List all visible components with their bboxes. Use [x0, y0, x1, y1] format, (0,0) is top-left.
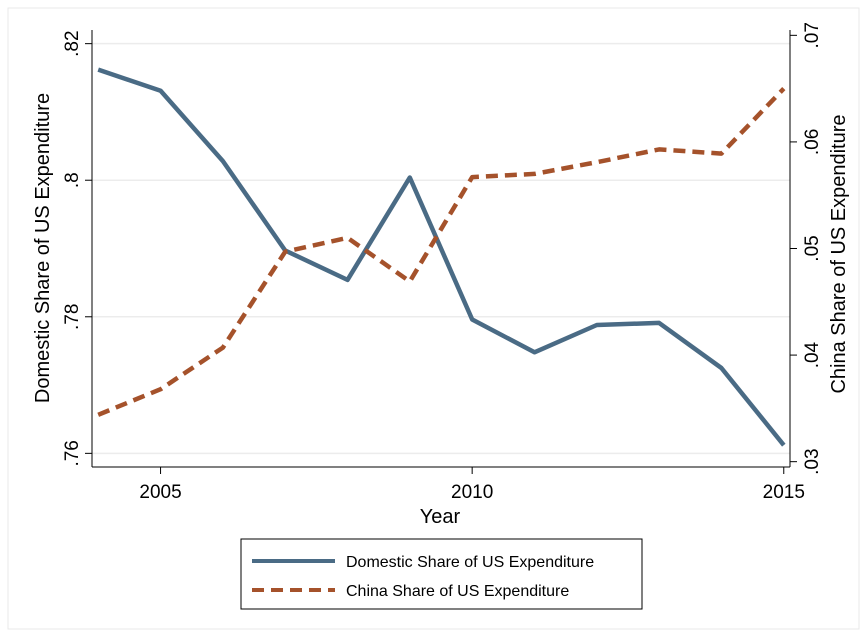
- legend-label-china: China Share of US Expenditure: [346, 583, 569, 600]
- legend-box: [240, 538, 643, 610]
- legend-label-domestic: Domestic Share of US Expenditure: [346, 554, 594, 571]
- y-axis-title-left: Domestic Share of US Expenditure: [32, 93, 54, 403]
- y-tick-label-left-2: .8: [62, 172, 83, 188]
- x-tick-label-1: 2010: [451, 482, 493, 503]
- legend: Domestic Share of US Expenditure China S…: [240, 538, 643, 610]
- series-line-domestic: [97, 67, 786, 447]
- x-tick-label-2: 2015: [763, 482, 805, 503]
- x-axis-title: Year: [420, 506, 461, 528]
- y-tick-label-left-3: .82: [62, 30, 83, 56]
- y-tick-label-left-0: .76: [62, 440, 83, 466]
- y-tick-label-left-1: .78: [62, 304, 83, 330]
- y-tick-label-right-2: .05: [802, 235, 823, 261]
- y-axis-title-right: China Share of US Expenditure: [828, 114, 850, 393]
- x-tick-label-0: 2005: [139, 482, 181, 503]
- y-tick-label-right-0: .03: [802, 448, 823, 474]
- plot-frame: [7, 7, 860, 630]
- series-line-china: [97, 87, 786, 417]
- y-tick-label-right-3: .06: [802, 129, 823, 155]
- y-tick-label-right-4: .07: [802, 22, 823, 48]
- y-tick-label-right-1: .04: [802, 341, 823, 368]
